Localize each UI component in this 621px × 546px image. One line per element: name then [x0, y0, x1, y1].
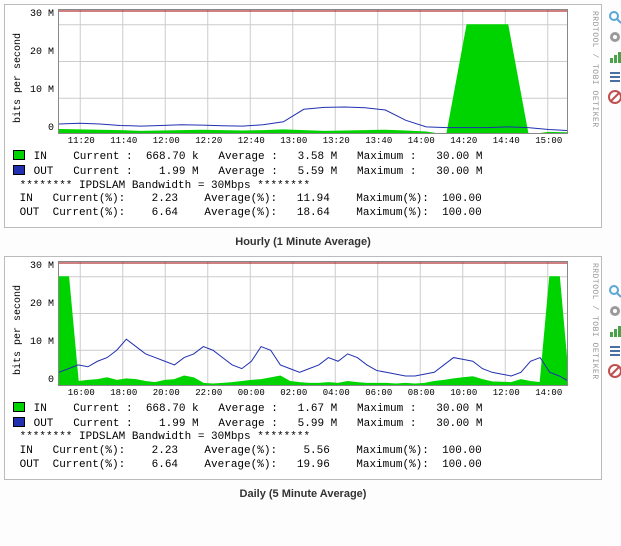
daily-panel: RRDTOOL / TOBI OETIKER bits per second 3… — [4, 256, 602, 480]
chart-icon[interactable] — [608, 50, 621, 64]
x-tick-label: 14:20 — [443, 136, 486, 146]
daily-caption: Daily (5 Minute Average) — [4, 486, 602, 508]
list-icon[interactable] — [608, 70, 621, 84]
graphs-container: RRDTOOL / TOBI OETIKER bits per second 3… — [4, 4, 602, 508]
y-tick-label: 20 M — [30, 299, 54, 310]
y-tick-label: 20 M — [30, 47, 54, 58]
x-tick-label: 20:00 — [145, 388, 188, 398]
hourly-legend: IN Current : 668.70 k Average : 3.58 M M… — [11, 146, 595, 225]
x-tick-label: 18:00 — [103, 388, 146, 398]
gear-icon[interactable] — [608, 30, 621, 44]
x-tick-label: 13:20 — [315, 136, 358, 146]
y-tick-label: 10 M — [30, 337, 54, 348]
legend-swatch-out — [13, 165, 25, 175]
rrd-credit: RRDTOOL / TOBI OETIKER — [590, 11, 599, 128]
x-ticks: 11:2011:4012:0012:2012:4013:0013:2013:40… — [60, 134, 570, 146]
hourly-panel: RRDTOOL / TOBI OETIKER bits per second 3… — [4, 4, 602, 228]
y-ticks: 30 M 20 M 10 M 0 — [26, 9, 58, 134]
search-icon[interactable] — [608, 284, 621, 298]
daily-legend: IN Current : 668.70 k Average : 1.67 M M… — [11, 398, 595, 477]
side-toolbar-hourly — [608, 10, 621, 104]
legend-swatch-in — [13, 150, 25, 160]
rrd-credit: RRDTOOL / TOBI OETIKER — [590, 263, 599, 380]
hourly-plot — [58, 9, 568, 134]
cancel-icon[interactable] — [608, 90, 621, 104]
x-tick-label: 14:00 — [528, 388, 571, 398]
x-tick-label: 16:00 — [60, 388, 103, 398]
y-axis-label: bits per second — [11, 9, 26, 146]
y-tick-label: 10 M — [30, 85, 54, 96]
daily-plot — [58, 261, 568, 386]
x-tick-label: 13:00 — [273, 136, 316, 146]
x-ticks: 16:0018:0020:0022:0000:0002:0004:0006:00… — [60, 386, 570, 398]
x-tick-label: 04:00 — [315, 388, 358, 398]
x-tick-label: 00:00 — [230, 388, 273, 398]
x-tick-label: 14:00 — [400, 136, 443, 146]
x-tick-label: 08:00 — [400, 388, 443, 398]
x-tick-label: 06:00 — [358, 388, 401, 398]
cancel-icon[interactable] — [608, 364, 621, 378]
x-tick-label: 15:00 — [528, 136, 571, 146]
y-tick-label: 0 — [48, 375, 54, 386]
x-tick-label: 10:00 — [443, 388, 486, 398]
x-tick-label: 02:00 — [273, 388, 316, 398]
y-axis-label: bits per second — [11, 261, 26, 398]
y-tick-label: 0 — [48, 123, 54, 134]
list-icon[interactable] — [608, 344, 621, 358]
legend-swatch-out — [13, 417, 25, 427]
chart-icon[interactable] — [608, 324, 621, 338]
x-tick-label: 12:00 — [485, 388, 528, 398]
y-tick-label: 30 M — [30, 261, 54, 272]
gear-icon[interactable] — [608, 304, 621, 318]
x-tick-label: 22:00 — [188, 388, 231, 398]
legend-swatch-in — [13, 402, 25, 412]
side-toolbar-daily — [608, 284, 621, 378]
x-tick-label: 12:00 — [145, 136, 188, 146]
x-tick-label: 13:40 — [358, 136, 401, 146]
search-icon[interactable] — [608, 10, 621, 24]
x-tick-label: 14:40 — [485, 136, 528, 146]
hourly-caption: Hourly (1 Minute Average) — [4, 234, 602, 256]
y-ticks: 30 M 20 M 10 M 0 — [26, 261, 58, 386]
y-tick-label: 30 M — [30, 9, 54, 20]
x-tick-label: 11:40 — [103, 136, 146, 146]
x-tick-label: 11:20 — [60, 136, 103, 146]
x-tick-label: 12:20 — [188, 136, 231, 146]
x-tick-label: 12:40 — [230, 136, 273, 146]
